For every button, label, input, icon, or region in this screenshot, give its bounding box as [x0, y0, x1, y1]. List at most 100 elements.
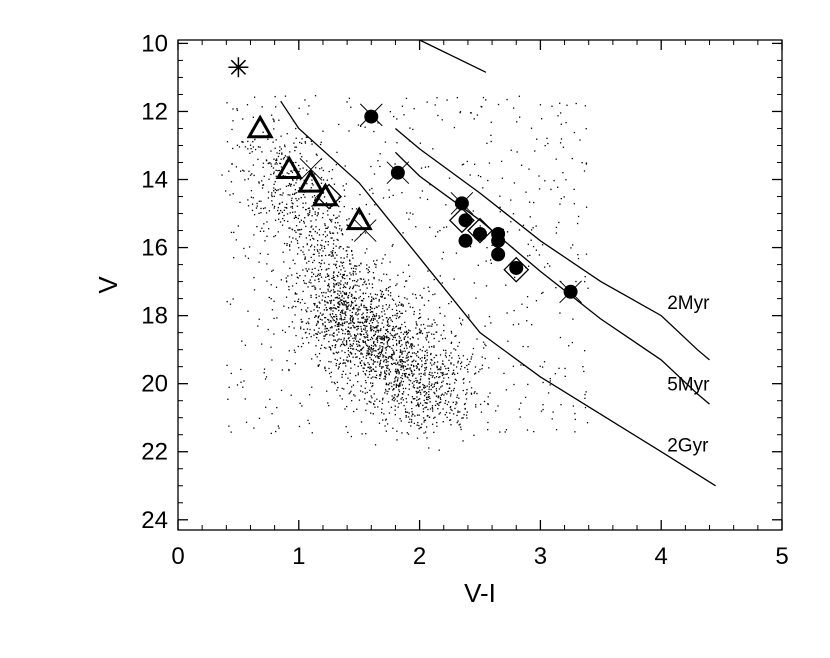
field-star-dot: [233, 231, 235, 234]
field-star-dot: [381, 342, 383, 344]
field-star-dot: [360, 349, 362, 351]
field-star-dot: [439, 369, 441, 371]
field-star-dot: [324, 317, 326, 319]
field-star-dot: [450, 362, 452, 364]
field-star-dot: [315, 275, 317, 277]
field-star-dot: [409, 380, 412, 382]
field-star-dot: [341, 262, 343, 264]
field-star-dot: [355, 348, 357, 351]
field-star-dot: [302, 251, 304, 253]
field-star-dot: [435, 388, 438, 390]
field-star-dot: [444, 414, 446, 416]
field-star-dot: [405, 372, 407, 375]
field-star-dot: [339, 225, 341, 227]
field-star-dot: [250, 196, 253, 198]
field-star-dot: [353, 326, 355, 328]
field-star-dot: [427, 408, 429, 411]
field-star-dot: [272, 172, 275, 175]
field-star-dot: [441, 374, 444, 377]
field-star-dot: [336, 254, 338, 256]
field-star-dot: [308, 322, 310, 325]
field-star-dot: [369, 327, 372, 329]
field-star-dot: [341, 310, 343, 312]
field-star-dot: [266, 263, 268, 265]
field-star-dot: [334, 382, 336, 385]
field-star-dot: [433, 391, 435, 394]
field-star-dot: [247, 205, 250, 207]
field-star-dot: [309, 239, 312, 241]
field-star-dot: [318, 261, 320, 264]
field-star-dot: [381, 399, 384, 401]
field-star-dot: [428, 290, 430, 293]
field-star-dot: [363, 362, 365, 364]
field-star-dot: [418, 331, 421, 334]
field-star-dot: [571, 341, 574, 344]
field-star-dot: [405, 343, 407, 345]
field-star-dot: [242, 118, 244, 120]
field-star-dot: [435, 400, 437, 403]
filled-circle-marker: [491, 233, 506, 248]
field-star-dot: [273, 158, 275, 160]
field-star-dot: [372, 350, 374, 352]
field-star-dot: [366, 352, 368, 354]
field-star-dot: [281, 152, 283, 154]
field-star-dot: [389, 261, 391, 263]
field-star-dot: [347, 359, 349, 362]
field-star-dot: [306, 169, 308, 171]
field-star-dot: [327, 288, 329, 290]
field-star-dot: [316, 305, 318, 307]
field-star-dot: [585, 163, 587, 165]
field-star-dot: [469, 112, 472, 114]
cross-marker: [359, 103, 383, 127]
field-star-dot: [565, 122, 567, 124]
field-star-dot: [352, 270, 354, 272]
field-star-dot: [428, 416, 431, 418]
field-star-dot: [387, 294, 390, 296]
field-star-dot: [266, 280, 268, 282]
field-star-dot: [354, 300, 356, 302]
field-star-dot: [291, 193, 294, 195]
field-star-dot: [364, 373, 366, 375]
field-star-dot: [385, 356, 388, 358]
field-star-dot: [332, 307, 335, 309]
field-star-dot: [418, 373, 420, 375]
field-star-dot: [364, 320, 367, 322]
field-star-dot: [389, 279, 391, 281]
field-star-dot: [273, 235, 275, 238]
field-star-dot: [365, 331, 367, 334]
field-star-dot: [294, 230, 296, 232]
field-star-dot: [383, 361, 385, 363]
field-star-dot: [437, 408, 439, 410]
field-star-dot: [422, 411, 425, 413]
field-star-dot: [391, 363, 393, 366]
field-star-dot: [340, 246, 342, 248]
field-star-dot: [473, 163, 476, 165]
field-star-dot: [391, 308, 394, 311]
field-star-dot: [392, 243, 394, 246]
field-star-dot: [328, 278, 330, 281]
field-star-dot: [326, 333, 328, 335]
field-star-dot: [343, 205, 345, 208]
field-star-dot: [281, 211, 284, 214]
field-star-dot: [429, 325, 431, 327]
field-star-dot: [412, 398, 414, 400]
field-star-dot: [429, 226, 431, 229]
field-star-dot: [383, 297, 386, 299]
field-star-dot: [363, 305, 365, 307]
field-star-dot: [415, 377, 417, 379]
field-star-dot: [317, 310, 319, 312]
field-star-dot: [397, 361, 399, 363]
field-star-dot: [424, 356, 426, 359]
field-star-dot: [456, 372, 459, 375]
field-star-dot: [381, 262, 383, 264]
field-star-dot: [418, 424, 420, 427]
field-star-dot: [423, 399, 425, 402]
field-star-dot: [344, 270, 346, 272]
field-star-dot: [363, 278, 365, 280]
field-star-dot: [357, 372, 359, 374]
field-star-dot: [358, 321, 360, 323]
field-star-dot: [323, 309, 325, 311]
field-star-dot: [331, 307, 333, 309]
field-star-dot: [438, 449, 440, 451]
field-star-dot: [430, 384, 432, 387]
